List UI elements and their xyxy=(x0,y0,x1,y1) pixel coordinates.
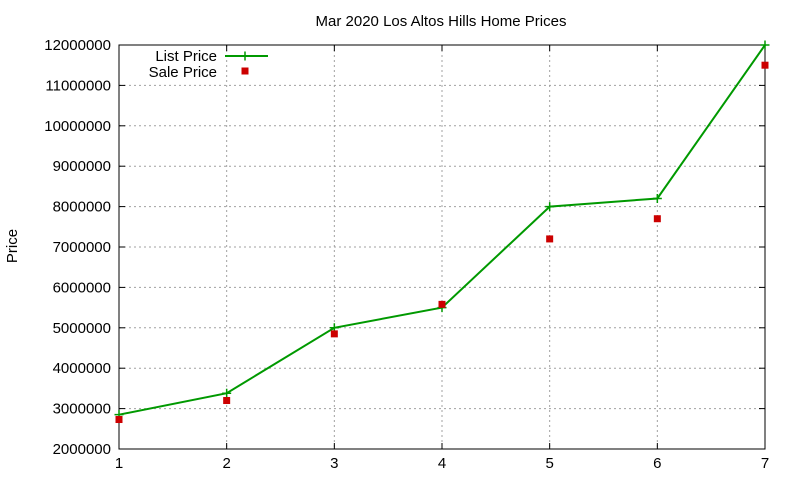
legend-marker-list-price xyxy=(240,51,250,61)
sale-price-point xyxy=(115,416,123,424)
y-tick-label: 5000000 xyxy=(53,320,111,337)
x-tick-label: 2 xyxy=(222,455,230,472)
x-tick-labels: 1 2 3 4 5 6 7 xyxy=(115,455,769,472)
y-tick-label: 6000000 xyxy=(53,279,111,296)
y-tick-label: 9000000 xyxy=(53,158,111,175)
list-price-point xyxy=(222,388,232,398)
y-tick-label: 3000000 xyxy=(53,401,111,418)
axis-ticks xyxy=(118,44,766,450)
y-tick-label: 11000000 xyxy=(45,77,111,94)
y-tick-label: 10000000 xyxy=(44,118,111,135)
sale-price-point xyxy=(223,397,231,405)
y-tick-label: 2000000 xyxy=(53,441,111,458)
legend-marker-sale-price xyxy=(241,67,249,75)
x-tick-label: 3 xyxy=(330,455,338,472)
x-tick-label: 5 xyxy=(545,455,553,472)
legend-label-list-price: List Price xyxy=(155,48,217,65)
x-tick-label: 1 xyxy=(115,455,123,472)
list-price-point xyxy=(545,202,555,212)
legend-label-sale-price: Sale Price xyxy=(149,64,217,81)
sale-price-point xyxy=(438,300,446,308)
y-tick-label: 4000000 xyxy=(53,360,111,377)
x-tick-label: 4 xyxy=(438,455,446,472)
x-tick-label: 6 xyxy=(653,455,661,472)
sale-price-point xyxy=(330,330,338,338)
list-price-point xyxy=(760,40,770,50)
y-tick-label: 7000000 xyxy=(53,239,111,256)
y-tick-label: 8000000 xyxy=(53,199,111,216)
chart-title: Mar 2020 Los Altos Hills Home Prices xyxy=(316,13,567,30)
series-layer xyxy=(114,40,770,424)
y-tick-labels: 2000000 3000000 4000000 5000000 6000000 70000… xyxy=(44,37,111,458)
legend: List Price Sale Price xyxy=(149,48,268,81)
grid-lines xyxy=(119,45,765,449)
x-tick-label: 7 xyxy=(761,455,769,472)
sale-price-point xyxy=(761,61,769,69)
list-price-point xyxy=(652,194,662,204)
sale-price-point xyxy=(546,235,554,243)
y-tick-label: 12000000 xyxy=(44,37,111,54)
sale-price-point xyxy=(653,215,661,223)
y-axis-label: Price xyxy=(4,229,21,263)
